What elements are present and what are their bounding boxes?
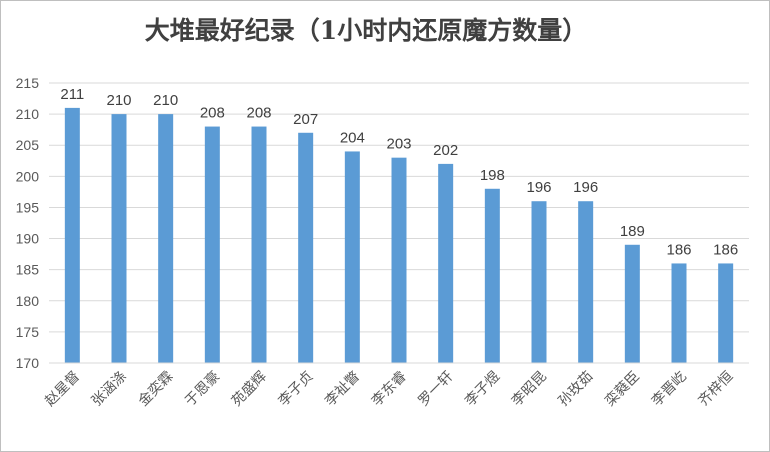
y-tick-label: 195 — [16, 199, 40, 215]
data-label: 186 — [713, 241, 738, 258]
data-label: 208 — [246, 105, 271, 122]
data-label: 189 — [620, 223, 645, 240]
x-tick-label: 李子贞 — [275, 368, 317, 410]
data-label: 204 — [340, 129, 365, 146]
data-label: 210 — [106, 92, 131, 109]
data-label: 196 — [573, 179, 598, 196]
bar — [204, 126, 220, 363]
x-tick-label: 张涵涤 — [89, 369, 130, 410]
data-label: 202 — [433, 142, 458, 159]
y-tick-label: 175 — [16, 324, 40, 340]
data-label: 198 — [480, 167, 505, 184]
x-tick-label: 齐梓恒 — [695, 369, 736, 410]
y-tick-label: 185 — [16, 262, 40, 278]
data-label: 208 — [200, 105, 225, 122]
bar — [578, 201, 594, 363]
bar — [391, 157, 407, 363]
bar — [251, 126, 267, 363]
bar — [64, 107, 80, 363]
y-tick-label: 180 — [16, 293, 40, 309]
bar — [344, 151, 360, 363]
data-label: 203 — [386, 136, 411, 153]
y-tick-label: 210 — [16, 106, 40, 122]
bar — [438, 163, 454, 363]
y-tick-label: 215 — [16, 75, 40, 91]
y-tick-label: 205 — [16, 137, 40, 153]
x-tick-label: 李昭昆 — [509, 369, 550, 410]
x-tick-label: 罗一轩 — [415, 369, 456, 410]
x-tick-label: 孙玫茹 — [555, 368, 597, 410]
bar — [624, 244, 640, 363]
x-tick-label: 苑盛辉 — [229, 369, 270, 410]
bar — [531, 201, 547, 363]
data-label: 210 — [153, 92, 178, 109]
bar — [671, 263, 687, 363]
y-tick-label: 170 — [16, 355, 40, 371]
x-tick-label: 李晋屹 — [649, 369, 690, 410]
data-label: 186 — [666, 241, 691, 258]
y-tick-label: 200 — [16, 168, 40, 184]
x-tick-label: 李东睿 — [369, 369, 410, 410]
bar — [718, 263, 734, 363]
x-tick-label: 栾蕤臣 — [601, 368, 643, 410]
x-tick-label: 于恩豪 — [182, 369, 223, 410]
data-label: 207 — [293, 111, 318, 128]
bar — [111, 114, 127, 363]
bar — [484, 188, 500, 363]
x-tick-label: 金奕霖 — [135, 369, 176, 410]
data-label: 211 — [60, 86, 84, 103]
y-tick-label: 190 — [16, 231, 40, 247]
x-tick-label: 李子煜 — [462, 369, 503, 410]
chart-title: 大堆最好纪录（1小时内还原魔方数量） — [144, 16, 588, 45]
data-label: 196 — [526, 179, 551, 196]
bar — [158, 114, 174, 363]
x-tick-label: 赵星督 — [42, 369, 83, 410]
x-tick-label: 李祉瞥 — [322, 369, 363, 410]
bar — [298, 132, 314, 363]
